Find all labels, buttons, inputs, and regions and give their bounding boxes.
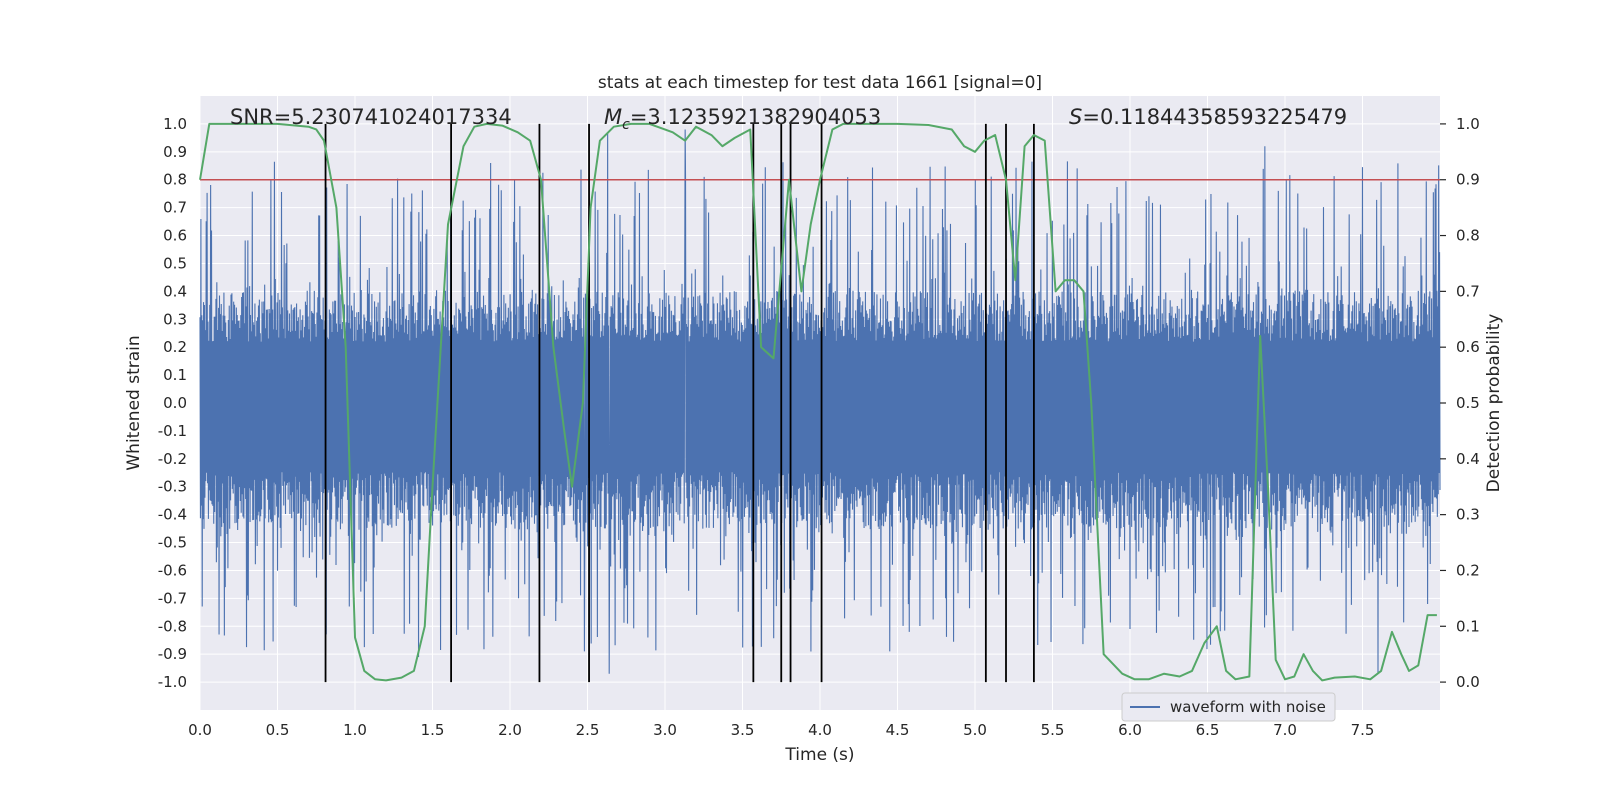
y-left-tick-label: 0.0: [163, 394, 187, 412]
legend-box: [1121, 692, 1336, 722]
y-left-tick-label: 0.3: [163, 310, 187, 328]
s-symbol: S: [1069, 105, 1082, 129]
y-left-tick-label: 0.5: [163, 254, 187, 272]
x-tick-label: 5.0: [963, 721, 987, 739]
y-right-tick-label: 0.1: [1456, 617, 1480, 635]
y-left-tick-label: -0.8: [158, 617, 187, 635]
y-right-tick-label: 0.9: [1456, 171, 1480, 189]
probability-series: [199, 122, 1437, 682]
y-right-tick-label: 0.0: [1456, 673, 1480, 691]
y-left-tick-label: -0.3: [158, 478, 187, 496]
y-left-tick-label: 0.4: [163, 282, 187, 300]
y-right-tick-label: 0.3: [1456, 506, 1480, 524]
marker-lines: [324, 123, 1035, 683]
y-left-tick-label: 0.9: [163, 143, 187, 161]
snr-annotation: SNR=5.230741024017334: [230, 105, 512, 129]
y-right-tick-label: 0.4: [1456, 450, 1480, 468]
y-right-tick-label: 0.6: [1456, 338, 1480, 356]
x-tick-label: 2.0: [498, 721, 522, 739]
x-ticks: 0.0 0.5 1.0 1.5 2.0 2.5 3.0 3.5 4.0 4.5 5.0 5.5 6.0 6…: [188, 721, 1374, 739]
y-left-tick-label: -0.6: [158, 561, 187, 579]
x-tick-label: 3.0: [653, 721, 677, 739]
x-tick-label: 1.5: [421, 721, 445, 739]
y-right-tick-label: 0.8: [1456, 227, 1480, 245]
probability-line: [199, 122, 1437, 682]
y-right-tick-label: 0.5: [1456, 394, 1480, 412]
chirp-mass-annotation: Mc=3.1235921382904053: [604, 105, 881, 133]
y-left-tick-label: 0.2: [163, 338, 187, 356]
y-right-tick-label: 0.2: [1456, 561, 1480, 579]
y-right-tick-label: 1.0: [1456, 115, 1480, 133]
x-tick-label: 5.5: [1041, 721, 1065, 739]
y-left-tick-label: -0.9: [158, 645, 187, 663]
strain-line: [199, 129, 1441, 674]
strain-series: [199, 129, 1441, 674]
y-left-tick-label: 1.0: [163, 115, 187, 133]
x-tick-label: 4.5: [886, 721, 910, 739]
x-tick-label: 7.0: [1273, 721, 1297, 739]
y-left-tick-label: 0.6: [163, 227, 187, 245]
chirp-mass-value: =3.1235921382904053: [630, 105, 881, 129]
x-tick-label: 2.5: [576, 721, 600, 739]
x-tick-label: 0.0: [188, 721, 212, 739]
x-tick-label: 6.5: [1196, 721, 1220, 739]
x-tick-label: 4.0: [808, 721, 832, 739]
y-right-ticks: 1.0 0.9 0.8 0.7 0.6 0.5 0.4 0.3 0.2 0.1 0.0: [1440, 115, 1480, 691]
y-left-tick-label: -0.7: [158, 589, 187, 607]
y-right-tick-label: 0.7: [1456, 282, 1480, 300]
chirp-mass-symbol: M: [604, 105, 622, 129]
y-left-tick-label: -0.4: [158, 506, 187, 524]
s-value: =0.11844358593225479: [1082, 105, 1347, 129]
x-tick-label: 1.0: [343, 721, 367, 739]
legend-label-waveform: waveform with noise: [1170, 698, 1326, 716]
chart-title: stats at each timestep for test data 166…: [598, 73, 1042, 93]
s-annotation: S=0.11844358593225479: [1069, 105, 1347, 129]
y-left-tick-label: 0.8: [163, 171, 187, 189]
x-axis-label: Time (s): [784, 745, 854, 765]
y-left-ticks: 1.0 0.9 0.8 0.7 0.6 0.5 0.4 0.3 0.2 0.1 0.0 -0.1 -0.…: [158, 115, 187, 691]
y-left-tick-label: -1.0: [158, 673, 187, 691]
y-left-tick-label: 0.7: [163, 199, 187, 217]
y-left-tick-label: -0.1: [158, 422, 187, 440]
chirp-mass-subscript: c: [622, 117, 630, 133]
y-axis-label-left: Whitened strain: [124, 335, 144, 470]
x-tick-label: 0.5: [266, 721, 290, 739]
x-tick-label: 6.0: [1118, 721, 1142, 739]
y-left-tick-label: -0.2: [158, 450, 187, 468]
legend: waveform with noise: [1121, 692, 1336, 722]
y-axis-label-right: Detection probability: [1484, 314, 1504, 493]
x-tick-label: 7.5: [1351, 721, 1375, 739]
y-left-tick-label: 0.1: [163, 366, 187, 384]
x-tick-label: 3.5: [731, 721, 755, 739]
y-left-tick-label: -0.5: [158, 534, 187, 552]
